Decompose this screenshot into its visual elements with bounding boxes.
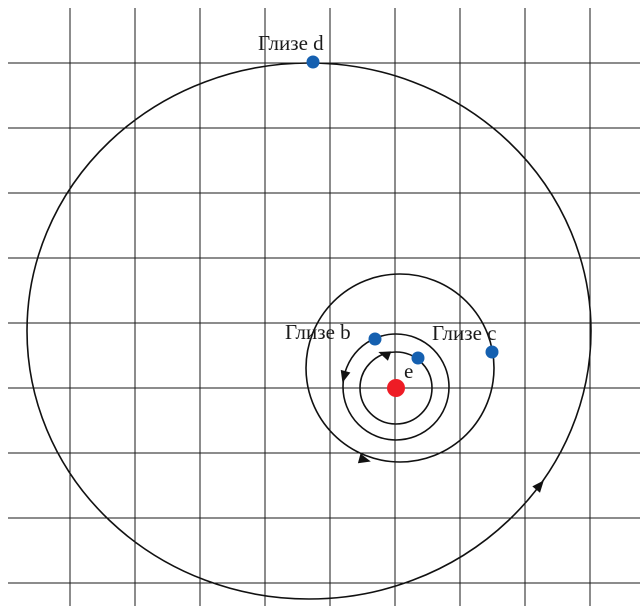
label-planet-d: Глизе d xyxy=(258,31,324,55)
star xyxy=(387,379,405,397)
orbit-e xyxy=(359,351,433,425)
direction-arrows xyxy=(340,351,544,493)
label-planet-e: e xyxy=(404,359,413,383)
planet-b xyxy=(368,332,382,346)
arrow-orbit-d-icon xyxy=(532,480,544,493)
label-planet-b: Глизе b xyxy=(285,320,351,344)
arrow-orbit-e-icon xyxy=(378,351,392,361)
planet-d xyxy=(306,55,320,69)
arrow-orbit-b-icon xyxy=(340,369,351,383)
grid xyxy=(8,8,640,606)
orbit-c xyxy=(305,273,495,463)
planet-c xyxy=(485,345,499,359)
planet-e xyxy=(411,351,425,365)
orbit-b xyxy=(342,333,450,441)
arrow-orbit-c-icon xyxy=(357,453,371,464)
label-planet-c: Глизе c xyxy=(432,321,496,345)
